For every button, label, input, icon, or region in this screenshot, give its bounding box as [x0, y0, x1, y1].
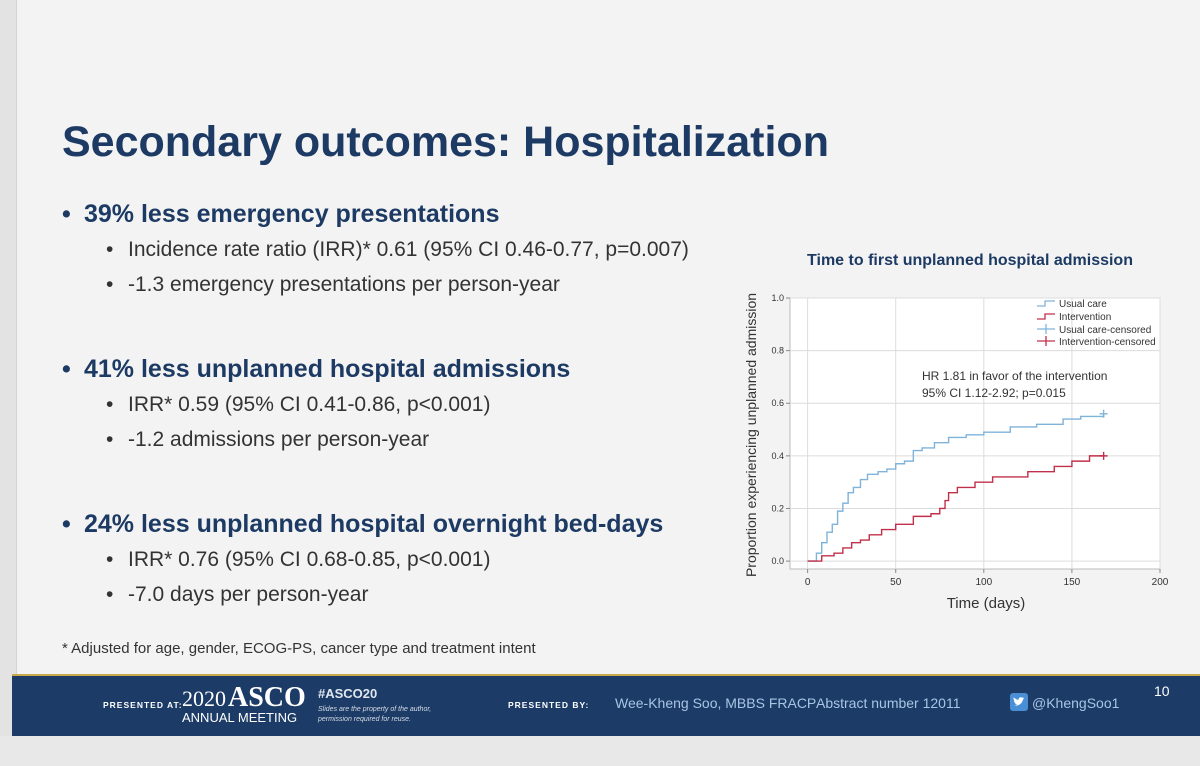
bullet-item: • IRR* 0.59 (95% CI 0.41-0.86, p<0.001) — [106, 393, 491, 416]
bullet-item: • Incidence rate ratio (IRR)* 0.61 (95% C… — [106, 238, 689, 261]
plot-background — [789, 297, 1161, 570]
disclaimer-2: permission required for reuse. — [318, 716, 411, 723]
y-tick-label: 0.4 — [771, 451, 784, 461]
series-line-usual-care — [807, 413, 1105, 562]
x-axis-label: Time (days) — [947, 595, 1026, 612]
km-chart: Time to first unplanned hospital admissi… — [743, 252, 1169, 612]
presented-by-label: PRESENTED BY: — [508, 700, 590, 710]
y-tick-label: 0.2 — [771, 503, 784, 513]
disclaimer-1: Slides are the property of the author, — [318, 706, 432, 713]
x-tick-label: 150 — [1064, 577, 1081, 588]
legend-swatch — [1037, 313, 1055, 320]
footnote: * Adjusted for age, gender, ECOG-PS, can… — [62, 640, 536, 657]
legend-swatch — [1037, 300, 1055, 307]
y-axis-label: Proportion experiencing unplanned admiss… — [743, 293, 759, 577]
abstract-number: Abstract number 12011 — [816, 695, 961, 711]
meeting-sub: ANNUAL MEETING — [182, 710, 298, 725]
legend-label: Intervention — [1059, 312, 1111, 323]
bullet-item: • -1.3 emergency presentations per person… — [106, 273, 560, 296]
presented-at-label: PRESENTED AT: — [103, 700, 183, 710]
presenter-name: Wee-Kheng Soo, MBBS FRACP — [615, 695, 817, 711]
hashtag: #ASCO20 — [318, 686, 378, 701]
bullet-section-bed-days: • 24% less unplanned hospital overnight b… — [62, 506, 752, 612]
legend-swatch — [1037, 336, 1055, 346]
left-edge — [0, 0, 17, 766]
bullet-item: • -7.0 days per person-year — [106, 583, 369, 606]
legend-item-usual-care-censored: Usual care-censored — [1037, 324, 1151, 336]
twitter-handle[interactable]: @KhengSoo1 — [1032, 695, 1120, 711]
legend-label: Intervention-censored — [1059, 337, 1156, 348]
x-tick-label: 50 — [890, 577, 902, 588]
twitter-bird-icon[interactable] — [1010, 693, 1028, 711]
chart-legend: Usual care Intervention Usual care-censo… — [1037, 299, 1156, 348]
legend-label: Usual care — [1059, 299, 1107, 310]
bullet-item: • -1.2 admissions per person-year — [106, 428, 430, 451]
annotation-line-2: 95% CI 1.12-2.92; p=0.015 — [922, 386, 1066, 400]
legend-item-intervention: Intervention — [1037, 312, 1111, 323]
legend-item-usual-care: Usual care — [1037, 299, 1107, 310]
chart-annotation: HR 1.81 in favor of the intervention 95%… — [922, 369, 1107, 400]
meeting-brand: ASCO — [228, 682, 306, 713]
y-tick-label: 0.6 — [771, 398, 784, 408]
bullet-heading: • 39% less emergency presentations — [62, 200, 500, 228]
bullet-section-admissions: • 41% less unplanned hospital admissions … — [62, 351, 752, 457]
meeting-year: 2020 — [182, 686, 226, 711]
series-line-intervention — [807, 455, 1104, 562]
footer-bar: PRESENTED AT: 2020 ASCO ANNUAL MEETING #… — [12, 676, 1200, 736]
legend-swatch — [1037, 324, 1055, 334]
bullet-item: • IRR* 0.76 (95% CI 0.68-0.85, p<0.001) — [106, 548, 491, 571]
annotation-line-1: HR 1.81 in favor of the intervention — [922, 369, 1107, 383]
bullet-list: • 39% less emergency presentations • Incid… — [62, 196, 752, 661]
censor-mark-usual-care — [1099, 409, 1108, 418]
slide-title: Secondary outcomes: Hospitalization — [62, 118, 829, 166]
plot-area: 0 50 100 150 200 0.0 0.2 0.4 0.6 0.8 1.0 — [771, 293, 1168, 588]
legend-label: Usual care-censored — [1059, 325, 1151, 336]
x-tick-label: 200 — [1152, 577, 1169, 588]
slide-bottom-margin — [0, 736, 1200, 766]
bullet-heading: • 41% less unplanned hospital admissions — [62, 355, 571, 383]
y-tick-label: 0.8 — [771, 346, 784, 356]
x-tick-label: 100 — [975, 577, 992, 588]
chart-title: Time to first unplanned hospital admissi… — [807, 252, 1133, 269]
footer-divider — [12, 674, 1200, 676]
y-tick-label: 1.0 — [771, 293, 784, 303]
page-number: 10 — [1154, 683, 1170, 699]
bullet-heading: • 24% less unplanned hospital overnight b… — [62, 510, 664, 538]
bullet-section-emergency: • 39% less emergency presentations • Incid… — [62, 196, 752, 302]
y-tick-label: 0.0 — [771, 556, 784, 566]
x-tick-label: 0 — [805, 577, 811, 588]
censor-mark-intervention — [1099, 451, 1108, 460]
legend-item-intervention-censored: Intervention-censored — [1037, 336, 1156, 348]
